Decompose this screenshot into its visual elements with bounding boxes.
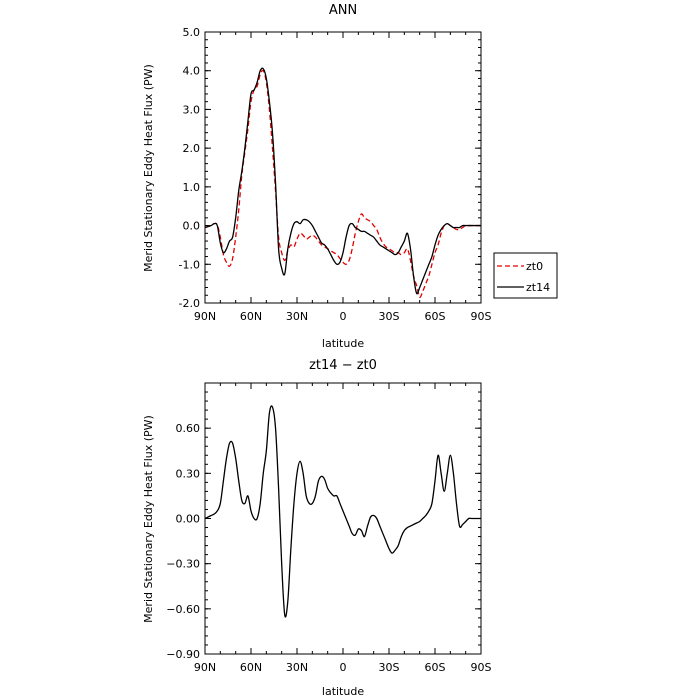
bottom-x-tick-labels: 90N 60N 30N 0 30S 60S 90S [194,661,492,674]
legend-label-zt14: zt14 [526,281,550,294]
x-tick-label: 30S [379,310,400,323]
top-x-tick-labels: 90N 60N 30N 0 30S 60S 90S [194,310,492,323]
bottom-panel-title: zt14 − zt0 [309,358,377,373]
y-tick-label: 5.0 [183,26,201,39]
top-y-tick-labels: -2.0 -1.0 0.0 1.0 2.0 3.0 4.0 5.0 [179,26,200,310]
top-axis-ticks [204,31,482,304]
series-line-zt0 [204,69,481,298]
y-tick-label: 0.60 [176,422,201,435]
x-tick-label: 30S [379,661,400,674]
legend-box [493,252,558,299]
bottom-plot-frame [204,382,482,655]
top-y-axis-label: Merid Stationary Eddy Heat Flux (PW) [142,64,155,272]
bottom-axis-ticks [204,382,482,655]
y-tick-label: 3.0 [183,103,201,116]
bottom-y-axis-label: Merid Stationary Eddy Heat Flux (PW) [142,415,155,623]
top-panel-title: ANN [329,3,357,18]
x-tick-label: 90S [471,310,492,323]
y-tick-label: 2.0 [183,142,201,155]
top-series-lines [204,67,481,298]
bottom-series-lines [204,405,481,618]
x-tick-label: 60S [425,661,446,674]
x-tick-label: 30N [286,661,308,674]
bottom-panel: zt14 − zt0 90N 60N 30N 0 30S 60S 90S −0.90 −0.6… [142,358,492,698]
x-tick-label: 0 [340,661,347,674]
y-tick-label: −0.90 [166,648,200,661]
bottom-y-tick-labels: −0.90 −0.60 −0.30 0.00 0.30 0.60 [166,422,200,661]
legend-label-zt0: zt0 [526,260,543,273]
y-tick-label: −0.30 [166,558,200,571]
y-tick-label: 0.00 [176,513,201,526]
y-tick-label: −0.60 [166,603,200,616]
top-x-axis-label: latitude [322,337,364,350]
y-tick-label: 1.0 [183,181,201,194]
bottom-x-axis-label: latitude [322,685,364,698]
y-tick-label: 4.0 [183,65,201,78]
y-tick-label: -2.0 [179,297,200,310]
x-tick-label: 60N [240,661,262,674]
top-panel: ANN 90N 60N 30N 0 30S 60S 90S -2.0 -1.0 0.0 1.0 2.… [142,3,558,350]
x-tick-label: 0 [340,310,347,323]
y-tick-label: -1.0 [179,258,200,271]
x-tick-label: 90S [471,661,492,674]
legend: zt0 zt14 [493,252,558,299]
x-tick-label: 90N [194,661,216,674]
y-tick-label: 0.30 [176,467,201,480]
y-tick-label: 0.0 [183,220,201,233]
series-line-p1-0 [204,405,481,618]
series-line-zt14 [204,67,481,295]
x-tick-label: 60S [425,310,446,323]
x-tick-label: 60N [240,310,262,323]
x-tick-label: 30N [286,310,308,323]
x-tick-label: 90N [194,310,216,323]
